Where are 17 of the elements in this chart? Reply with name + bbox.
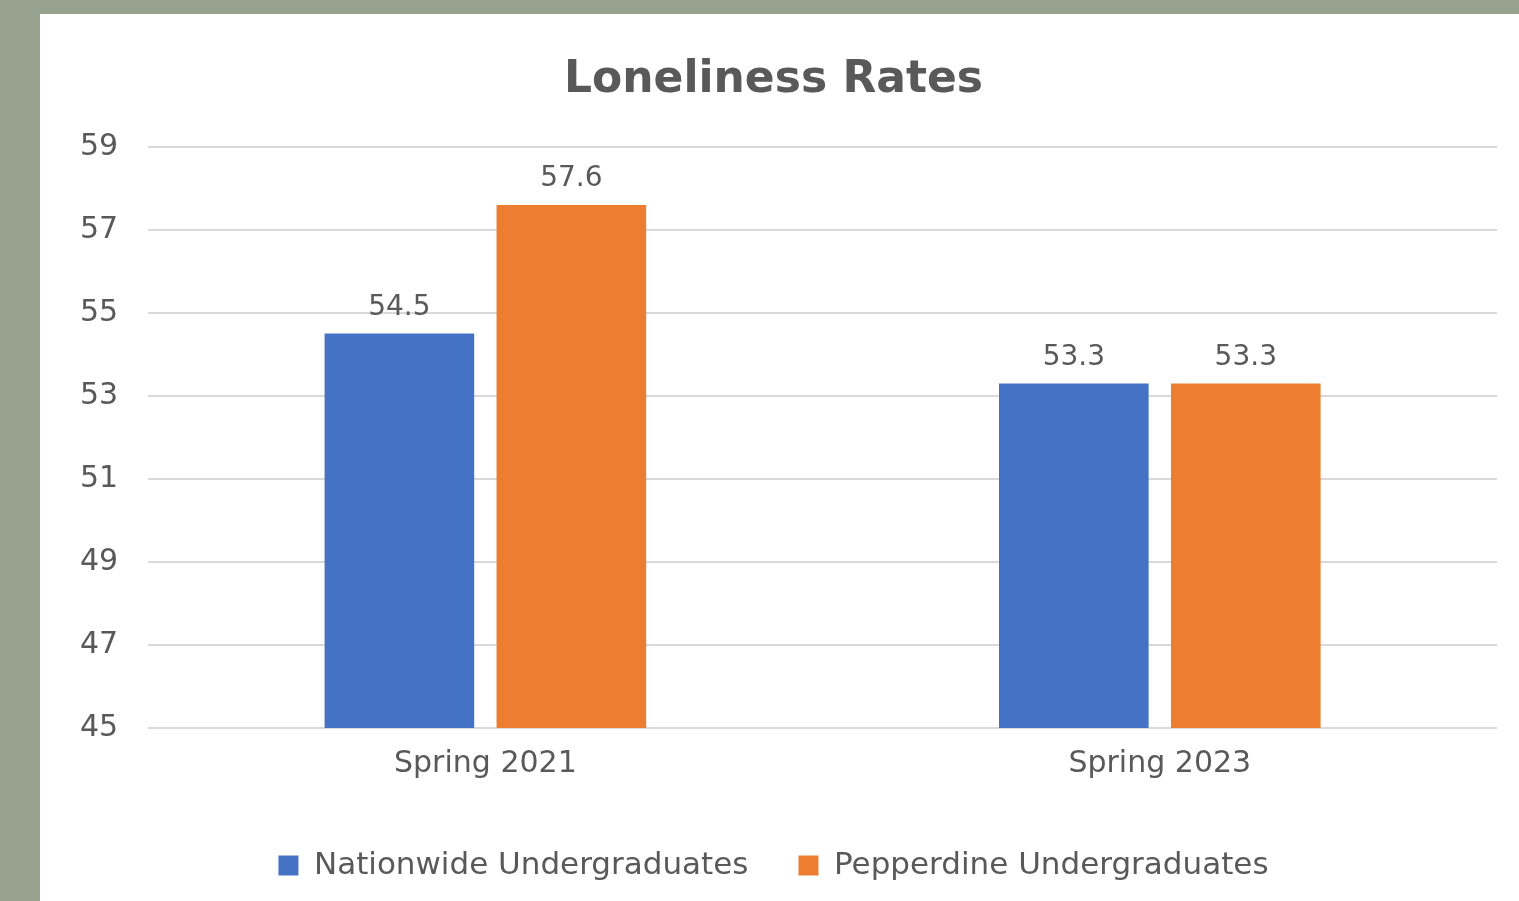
y-tick-label: 47 <box>79 624 119 660</box>
y-tick-label: 49 <box>79 541 119 577</box>
data-label: 57.6 <box>540 160 603 194</box>
y-tick-label: 53 <box>79 375 119 411</box>
x-tick-label: Spring 2023 <box>1068 743 1252 779</box>
legend-label: Pepperdine Undergraduates <box>833 844 1269 881</box>
data-label: 53.3 <box>1042 338 1105 372</box>
y-tick-label: 45 <box>79 707 119 743</box>
y-tick-label: 57 <box>79 209 119 245</box>
y-tick-label: 55 <box>79 292 119 328</box>
data-label: 54.5 <box>368 288 431 322</box>
y-tick-label: 51 <box>79 458 119 494</box>
y-tick-label: 59 <box>79 126 119 162</box>
legend-label: Nationwide Undergraduates <box>313 844 749 881</box>
data-label: 53.3 <box>1214 338 1277 372</box>
chart-title: Loneliness Rates <box>563 50 984 102</box>
x-tick-label: Spring 2021 <box>394 743 577 779</box>
